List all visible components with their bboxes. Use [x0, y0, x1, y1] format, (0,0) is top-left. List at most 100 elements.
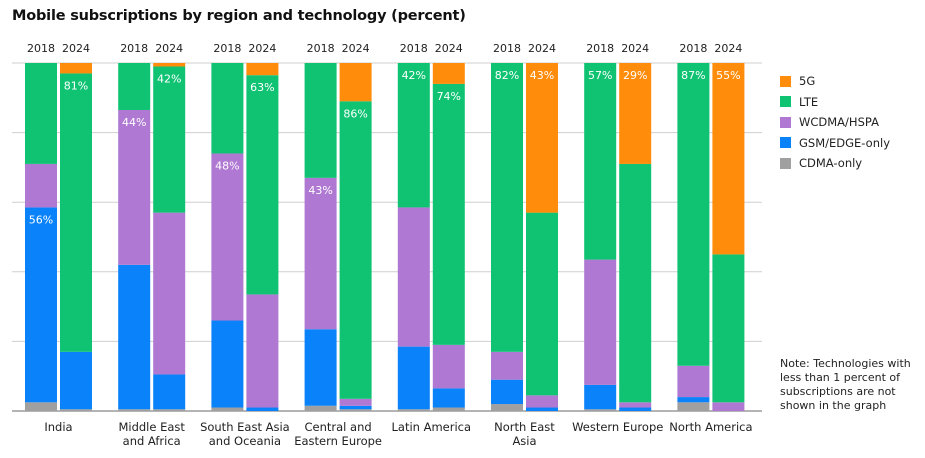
legend-item-cdma-only: CDMA-only [780, 153, 890, 174]
bar-latin-america-2024-5g [432, 63, 465, 84]
bar-india-2018-lte [25, 63, 57, 164]
bar-central-and-eastern-europe-2024-5g [339, 63, 372, 102]
data-label: 43% [530, 69, 554, 82]
legend-item-lte: LTE [780, 92, 890, 113]
bar-middle-east-and-africa-2018-lte [118, 63, 151, 110]
data-label: 63% [250, 81, 274, 94]
bar-western-europe-2024-gsm-edge-only [619, 407, 652, 411]
data-label: 48% [215, 159, 239, 172]
bar-central-and-eastern-europe-2024-wcdma-hspa [339, 398, 372, 406]
legend-label: WCDMA/HSPA [799, 115, 879, 130]
bar-north-east-asia-2018-gsm-edge-only [491, 379, 523, 405]
bar-india-2018-wcdma-hspa [25, 163, 57, 208]
bar-middle-east-and-africa-2024-wcdma-hspa [153, 212, 186, 375]
year-label: 2018 [586, 42, 614, 55]
bar-india-2018-gsm-edge-only [25, 207, 57, 403]
stacked-bar-chart: 56% 81% 44% 42% 48% 63% 43% 86% 42% 74% 82% 43% 57% 2… [12, 42, 762, 448]
bar-middle-east-and-africa-2018-wcdma-hspa [118, 109, 151, 265]
bar-north-east-asia-2024-5g [526, 63, 558, 213]
bar-south-east-asia-and-oceania-2024-5g [246, 63, 279, 76]
bar-latin-america-2018-lte [397, 63, 430, 208]
region-labels: India Middle East and Africa South East Asi… [44, 420, 752, 448]
bar-central-and-eastern-europe-2024-gsm-edge-only [339, 405, 372, 410]
bar-middle-east-and-africa-2024-5g [153, 63, 186, 67]
bar-north-america-2018-gsm-edge-only [677, 397, 710, 403]
data-label: 42% [402, 69, 426, 82]
year-label: 2024 [714, 42, 742, 55]
bar-central-and-eastern-europe-2018-wcdma-hspa [304, 177, 337, 330]
bar-western-europe-2018-gsm-edge-only [584, 384, 617, 410]
bar-central-and-eastern-europe-2024-cdma-only [339, 409, 372, 411]
legend-swatch [780, 116, 791, 128]
legend: 5G LTE WCDMA/HSPA GSM/EDGE-only CDMA-only [780, 71, 890, 174]
bar-south-east-asia-and-oceania-2024-gsm-edge-only [246, 407, 279, 411]
bar-india-2024-lte [60, 73, 92, 352]
bar-north-america-2024-lte [712, 254, 745, 403]
bar-latin-america-2018-wcdma-hspa [397, 207, 430, 347]
region-label: Latin America [392, 420, 472, 434]
year-label: 2024 [342, 42, 370, 55]
bar-india-2024-cdma-only [60, 409, 92, 411]
data-label: 44% [122, 116, 146, 129]
bar-latin-america-2018-cdma-only [397, 409, 430, 411]
bar-north-america-2018-cdma-only [677, 402, 710, 411]
region-label: North East Asia [494, 420, 555, 448]
data-labels: 56% 81% 44% 42% 48% 63% 43% 86% 42% 74% 82% 43% 57% 2… [29, 69, 741, 226]
year-label: 2024 [435, 42, 463, 55]
legend-label: LTE [799, 94, 819, 109]
bar-latin-america-2024-cdma-only [432, 407, 465, 411]
bar-central-and-eastern-europe-2018-cdma-only [304, 405, 337, 411]
data-label: 43% [308, 184, 332, 197]
bar-western-europe-2024-lte [619, 163, 652, 403]
bar-north-east-asia-2024-lte [526, 212, 558, 396]
bar-western-europe-2018-cdma-only [584, 409, 617, 411]
bar-north-east-asia-2024-wcdma-hspa [526, 395, 558, 408]
year-label: 2018 [400, 42, 428, 55]
chart-note: Note: Technologies with less than 1 perc… [780, 357, 911, 412]
legend-item-gsm-edge-only: GSM/EDGE-only [780, 133, 890, 154]
data-label: 86% [343, 107, 367, 120]
region-label: South East Asia and Oceania [200, 420, 290, 448]
bar-india-2018-cdma-only [25, 402, 57, 411]
chart-title: Mobile subscriptions by region and techn… [12, 8, 466, 24]
bar-central-and-eastern-europe-2018-gsm-edge-only [304, 329, 337, 406]
bar-western-europe-2024-wcdma-hspa [619, 402, 652, 408]
data-label: 56% [29, 213, 53, 226]
region-label: Middle East and Africa [118, 420, 185, 448]
region-label: North America [669, 420, 752, 434]
bar-middle-east-and-africa-2024-lte [153, 66, 186, 213]
bar-north-east-asia-2018-cdma-only [491, 404, 523, 411]
bar-central-and-eastern-europe-2018-lte [304, 63, 337, 178]
legend-label: 5G [799, 74, 816, 89]
legend-item-5g: 5G [780, 71, 890, 92]
bar-north-east-asia-2024-gsm-edge-only [526, 407, 558, 411]
year-label: 2018 [120, 42, 148, 55]
year-label: 2024 [62, 42, 90, 55]
year-labels: 2018 2024 2018 2024 2018 2024 2018 2024 2018 2024… [27, 42, 742, 55]
year-label: 2018 [307, 42, 335, 55]
bar-south-east-asia-and-oceania-2018-lte [211, 63, 244, 154]
bar-middle-east-and-africa-2018-gsm-edge-only [118, 264, 151, 410]
bar-western-europe-2018-wcdma-hspa [584, 259, 617, 385]
bar-india-2024-gsm-edge-only [60, 351, 92, 410]
legend-swatch [780, 137, 791, 149]
bar-south-east-asia-and-oceania-2018-cdma-only [211, 407, 244, 411]
legend-label: GSM/EDGE-only [799, 135, 890, 150]
bar-western-europe-2018-lte [584, 63, 617, 260]
region-label: India [44, 420, 72, 434]
year-label: 2024 [528, 42, 556, 55]
bar-middle-east-and-africa-2018-cdma-only [118, 409, 151, 411]
data-label: 29% [623, 69, 647, 82]
legend-swatch [780, 75, 791, 87]
bar-middle-east-and-africa-2024-gsm-edge-only [153, 374, 186, 410]
bar-north-america-2018-lte [677, 63, 710, 366]
bar-india-2024-5g [60, 63, 92, 74]
data-label: 74% [437, 90, 461, 103]
bar-latin-america-2024-wcdma-hspa [432, 344, 465, 389]
data-label: 42% [157, 72, 181, 85]
bar-latin-america-2024-gsm-edge-only [432, 388, 465, 408]
year-label: 2024 [155, 42, 183, 55]
legend-swatch [780, 96, 791, 108]
year-label: 2018 [213, 42, 241, 55]
year-label: 2024 [248, 42, 276, 55]
